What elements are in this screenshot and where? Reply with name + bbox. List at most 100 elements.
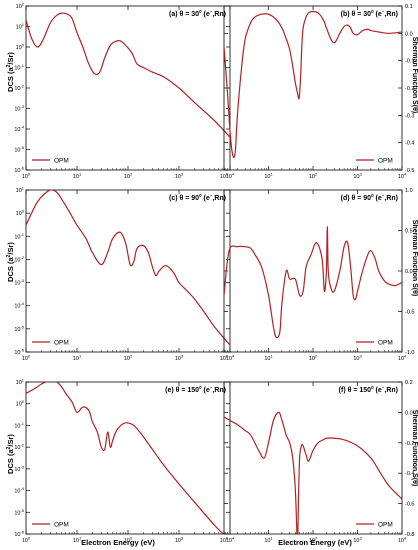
panel-title-b: (b) θ = 300 (e−,Rn) <box>341 9 398 18</box>
x-tick-label-f-3: 103 <box>353 536 362 545</box>
plot-frame-e <box>25 381 231 535</box>
panel-a: 100 101 102 103 104 102 101 100 10-1 10-2 10-3 10-4… <box>14 2 235 181</box>
plot-frame-c <box>25 189 231 353</box>
y-tick-label-c-4: 10-3 <box>14 278 24 287</box>
y-tick-label-e-5: 10-4 <box>14 486 24 495</box>
ylabel-left-top: DCS (a2/Sr) <box>6 52 15 92</box>
x-tick-label-d-1: 101 <box>264 354 273 363</box>
y-tick-label-a-4: 10-2 <box>14 84 24 93</box>
legend-c: OPM <box>32 340 69 347</box>
ylabel-right-bottom: Sherman Function S(θ) <box>411 410 418 487</box>
x-tick-label-c-0: 100 <box>22 354 31 363</box>
legend-b: OPM <box>356 158 393 165</box>
y-tick-label-e-6: 10-5 <box>14 508 24 517</box>
x-tick-label-e-3: 103 <box>175 536 184 545</box>
x-tick-label-c-3: 103 <box>175 354 184 363</box>
panel-title-a: (a) θ = 300 (e−,Rn) <box>169 9 226 18</box>
y-tick-label-b-6: -0.5 <box>405 168 414 174</box>
panels-group: 100 101 102 103 104 102 101 100 10-1 10-2 10-3 10-4… <box>14 2 415 545</box>
y-tick-label-e-1: 100 <box>16 399 25 408</box>
y-tick-label-e-0: 101 <box>16 378 25 387</box>
legend-label-c: OPM <box>54 340 69 347</box>
ylabel-left-bottom: DCS (a2/Sr) <box>6 434 15 474</box>
legend-d: OPM <box>356 340 393 347</box>
x-tick-label-b-2: 102 <box>309 172 318 181</box>
y-tick-label-c-7: 10-6 <box>14 348 24 357</box>
x-tick-label-d-3: 103 <box>353 354 362 363</box>
x-tick-label-b-0: 100 <box>220 172 229 181</box>
panel-c: 100 101 102 103 104 101 100 10-1 10-2 10-3 10-4 10-… <box>14 186 235 363</box>
plot-frame-f <box>223 381 403 535</box>
panel-b: 100 101 102 103 104 0.1 0.0 -0.1 -0.2 -0.3 -0.4 -0.… <box>220 4 415 180</box>
x-tick-label-e-4: 104 <box>226 536 235 545</box>
y-tick-label-a-5: 10-3 <box>14 104 24 113</box>
x-tick-label-c-1: 101 <box>73 354 82 363</box>
y-tick-label-a-1: 101 <box>16 22 25 31</box>
y-tick-label-c-1: 100 <box>16 209 25 218</box>
x-tick-label-a-2: 102 <box>124 172 133 181</box>
xlabel-left: Electron Energy (eV) <box>81 538 155 547</box>
x-tick-label-b-4: 104 <box>398 172 407 181</box>
x-tick-label-a-4: 104 <box>226 172 235 181</box>
y-tick-label-b-2: -0.1 <box>405 59 414 65</box>
x-tick-label-c-4: 104 <box>226 354 235 363</box>
legend-a: OPM <box>32 158 69 165</box>
y-tick-label-d-1: 0.5 <box>405 229 413 235</box>
y-tick-label-b-0: 0.1 <box>405 4 413 10</box>
legend-label-a: OPM <box>54 158 69 165</box>
x-tick-label-e-1: 101 <box>73 536 82 545</box>
x-tick-label-f-0: 100 <box>220 536 229 545</box>
panel-title-f: (f) θ = 1500 (e−,Rn) <box>339 385 398 394</box>
y-tick-label-f-2: -0.2 <box>405 441 414 447</box>
series-line-d-0 <box>224 225 402 339</box>
panel-title-d: (d) θ = 900 (e−,Rn) <box>341 193 398 202</box>
panel-title-e: (e) θ = 1500 (e−,Rn) <box>165 385 226 394</box>
y-tick-label-d-4: -1.0 <box>405 350 414 356</box>
x-tick-label-f-1: 101 <box>264 536 273 545</box>
y-tick-label-b-1: 0.0 <box>405 31 413 37</box>
x-tick-label-a-1: 101 <box>73 172 82 181</box>
panel-e: 100 101 102 103 104 101 100 10-1 10-2 10-3 10-4 10-… <box>14 378 235 545</box>
x-tick-label-e-2: 102 <box>124 536 133 545</box>
y-tick-label-a-0: 102 <box>16 2 25 11</box>
y-tick-label-a-6: 10-4 <box>14 125 24 134</box>
series-line-b-0 <box>224 10 402 159</box>
series-line-e-0 <box>26 382 225 534</box>
y-tick-label-c-2: 10-1 <box>14 232 24 241</box>
plot-frame-a <box>25 5 231 171</box>
y-tick-label-c-5: 10-4 <box>14 301 24 310</box>
ylabel-right-middle: Sherman Function S(θ) <box>411 220 418 297</box>
y-tick-label-d-0: 1.0 <box>405 188 413 194</box>
y-tick-label-f-0: 0.2 <box>405 380 413 386</box>
x-tick-label-d-0: 100 <box>220 354 229 363</box>
x-tick-label-b-3: 103 <box>353 172 362 181</box>
x-tick-label-d-4: 104 <box>398 354 407 363</box>
plot-frame-b <box>223 5 403 171</box>
plot-frame-d <box>223 189 403 353</box>
x-tick-label-f-2: 102 <box>309 536 318 545</box>
y-tick-label-f-3: -0.4 <box>405 471 414 477</box>
ylabel-left-middle: DCS (a2/Sr) <box>6 242 15 282</box>
legend-label-e: OPM <box>54 522 69 529</box>
y-tick-label-a-7: 10-5 <box>14 145 24 154</box>
y-tick-label-f-1: 0.0 <box>405 410 413 416</box>
series-line-f-0 <box>224 411 402 534</box>
xlabel-right: Electron Energy (eV) <box>278 538 352 547</box>
y-tick-label-b-3: -0.2 <box>405 86 414 92</box>
legend-e: OPM <box>32 522 69 529</box>
legend-label-b: OPM <box>378 158 393 165</box>
y-tick-label-c-6: 10-5 <box>14 324 24 333</box>
y-tick-label-b-5: -0.4 <box>405 141 414 147</box>
y-tick-label-c-3: 10-2 <box>14 255 24 264</box>
y-tick-label-c-0: 101 <box>16 186 25 195</box>
series-line-a-0 <box>26 12 230 138</box>
y-tick-label-f-4: -0.6 <box>405 502 414 508</box>
x-tick-label-a-0: 100 <box>22 172 31 181</box>
panel-d: 100 101 102 103 104 1.0 0.5 0.0 -0.5 -1.0 (d) θ = … <box>220 188 415 362</box>
legend-f: OPM <box>356 522 393 529</box>
y-tick-label-f-5: -0.8 <box>405 532 414 538</box>
y-tick-label-b-4: -0.3 <box>405 113 414 119</box>
ylabel-right-top: Sherman Function S(θ) <box>411 37 418 114</box>
x-tick-label-f-4: 104 <box>398 536 407 545</box>
